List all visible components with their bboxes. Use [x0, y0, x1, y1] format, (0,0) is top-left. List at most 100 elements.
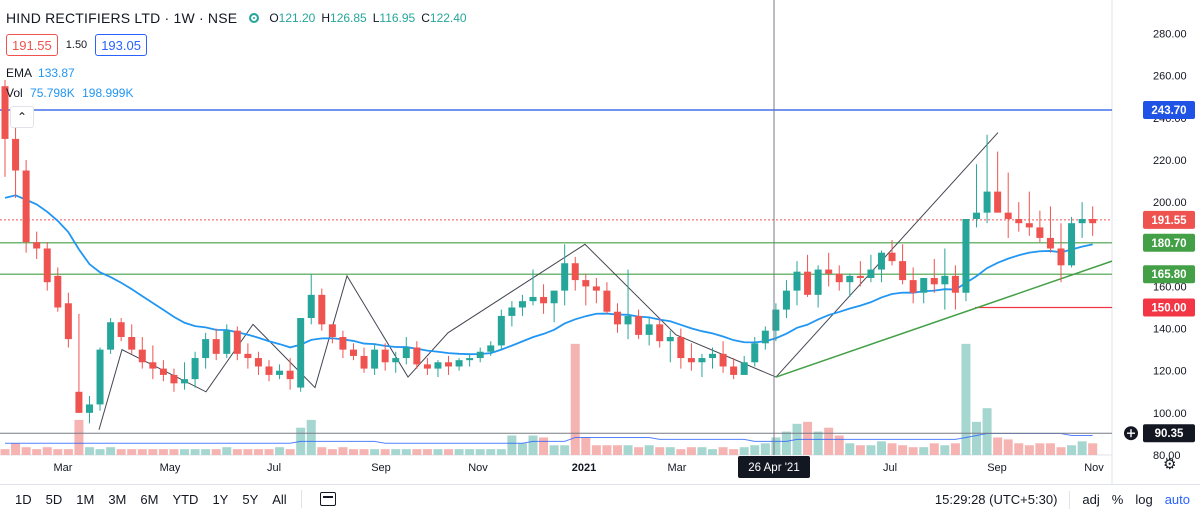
timeframe-3m[interactable]: 3M: [108, 491, 127, 507]
volume-bar: [528, 435, 538, 455]
candle-body: [244, 353, 252, 359]
volume-bar: [898, 445, 908, 455]
volume-bar: [211, 449, 221, 455]
blue-resistance-price-tag: [1143, 101, 1195, 120]
percent-toggle[interactable]: %: [1111, 492, 1124, 507]
volume-bar: [106, 447, 116, 455]
candle-body: [170, 374, 178, 384]
volume-bar: [771, 437, 781, 455]
volume-bar: [781, 431, 791, 455]
candle-body: [782, 290, 790, 310]
candle-body: [75, 391, 83, 413]
volume-bar: [644, 445, 654, 455]
candle-body: [888, 252, 896, 262]
adj-toggle[interactable]: adj: [1082, 492, 1100, 507]
scale-controls: 15:29:28 (UTC+5:30) adj % log auto: [923, 485, 1190, 513]
candle-body: [571, 263, 579, 281]
candle-body: [349, 349, 357, 356]
candle-body: [43, 248, 51, 283]
symbol-title[interactable]: HIND RECTIFIERS LTD · 1W · NSE: [6, 10, 238, 26]
candle-body: [835, 273, 843, 283]
bottom-toolbar: 1D 5D 1M 3M 6M YTD 1Y 5Y All 15:29:28 (U…: [0, 484, 1200, 513]
volume-bar: [686, 447, 696, 455]
calendar-icon[interactable]: [319, 492, 336, 506]
candle-body: [951, 275, 959, 293]
timeframe-all[interactable]: All: [272, 491, 287, 507]
time-tick-label: Nov: [468, 462, 488, 474]
volume-bar: [11, 443, 21, 455]
volume-bar: [74, 419, 84, 455]
candle-body: [85, 404, 93, 413]
volume-bar: [42, 447, 52, 455]
volume-bar: [306, 419, 316, 455]
green-lower-price-tag: [1143, 265, 1195, 284]
crosshair-date-label: 26 Apr '21: [748, 462, 799, 474]
timeframe-1y[interactable]: 1Y: [212, 491, 229, 507]
timeframe-ytd[interactable]: YTD: [172, 491, 199, 507]
ema-legend[interactable]: EMA 133.87: [6, 66, 473, 80]
volume-value: 75.798K: [30, 86, 75, 100]
candles: [1, 79, 1097, 424]
volume-bar: [1088, 443, 1098, 455]
volume-bar: [1024, 445, 1034, 455]
log-toggle[interactable]: log: [1135, 492, 1153, 507]
volume-bar: [803, 421, 813, 455]
volume-bar: [570, 343, 580, 455]
volume-bar: [549, 445, 559, 455]
volume-bar: [739, 447, 749, 455]
volume-bar: [539, 437, 549, 455]
volume-bar: [201, 449, 211, 455]
candle-body: [772, 309, 780, 331]
candle-body: [518, 301, 526, 308]
red-stop-price-tag: [1143, 298, 1195, 317]
volume-bar: [665, 447, 675, 455]
price-tick-label: 160.00: [1153, 281, 1187, 293]
candle-body: [265, 366, 273, 375]
clock-display[interactable]: 15:29:28 (UTC+5:30): [934, 492, 1058, 507]
candle-body: [846, 275, 854, 283]
price-tick-label: 100.00: [1153, 408, 1187, 420]
candle-body: [318, 294, 326, 325]
timeframe-1d[interactable]: 1D: [15, 491, 32, 507]
volume-bar: [444, 449, 454, 455]
volume-bar: [63, 449, 73, 455]
price-tick-label: 220.00: [1153, 155, 1187, 167]
volume-bar: [676, 449, 686, 455]
collapse-legend-button[interactable]: ⌃: [10, 106, 34, 128]
candle-body: [909, 280, 917, 293]
candle-body: [159, 368, 167, 375]
volume-bar: [887, 443, 897, 455]
candle-body: [529, 296, 537, 302]
candle-body: [877, 252, 885, 270]
candle-body: [740, 362, 748, 375]
volume-bar: [370, 449, 380, 455]
settings-gear-icon[interactable]: ⚙: [1163, 456, 1177, 473]
crosshair: 26 Apr '21 90.35: [0, 0, 1195, 478]
volume-bar: [222, 447, 232, 455]
pattern-drawings: [98, 132, 1113, 430]
candle-body: [1015, 218, 1023, 224]
timeframe-6m[interactable]: 6M: [140, 491, 159, 507]
candle-body: [730, 366, 738, 375]
sell-price-button[interactable]: 191.55: [6, 34, 58, 56]
volume-legend[interactable]: Vol 75.798K 198.999K: [6, 86, 473, 100]
candle-body: [54, 275, 62, 308]
auto-toggle[interactable]: auto: [1164, 492, 1190, 507]
volume-bar: [1014, 443, 1024, 455]
candle-body: [941, 275, 949, 285]
candle-body: [117, 322, 125, 337]
spread-value: 1.50: [65, 39, 88, 51]
timeframe-5y[interactable]: 5Y: [242, 491, 259, 507]
candle-body: [371, 349, 379, 369]
volume-bar: [285, 449, 295, 455]
candle-body: [994, 191, 1002, 213]
price-tick-label: 260.00: [1153, 71, 1187, 83]
buy-price-button[interactable]: 193.05: [95, 34, 147, 56]
timeframe-1m[interactable]: 1M: [76, 491, 95, 507]
last-price-price-label: 191.55: [1151, 215, 1187, 227]
candle-body: [540, 296, 548, 304]
volume-bar: [32, 449, 42, 455]
candle-body: [793, 271, 801, 291]
timeframe-5d[interactable]: 5D: [45, 491, 63, 507]
